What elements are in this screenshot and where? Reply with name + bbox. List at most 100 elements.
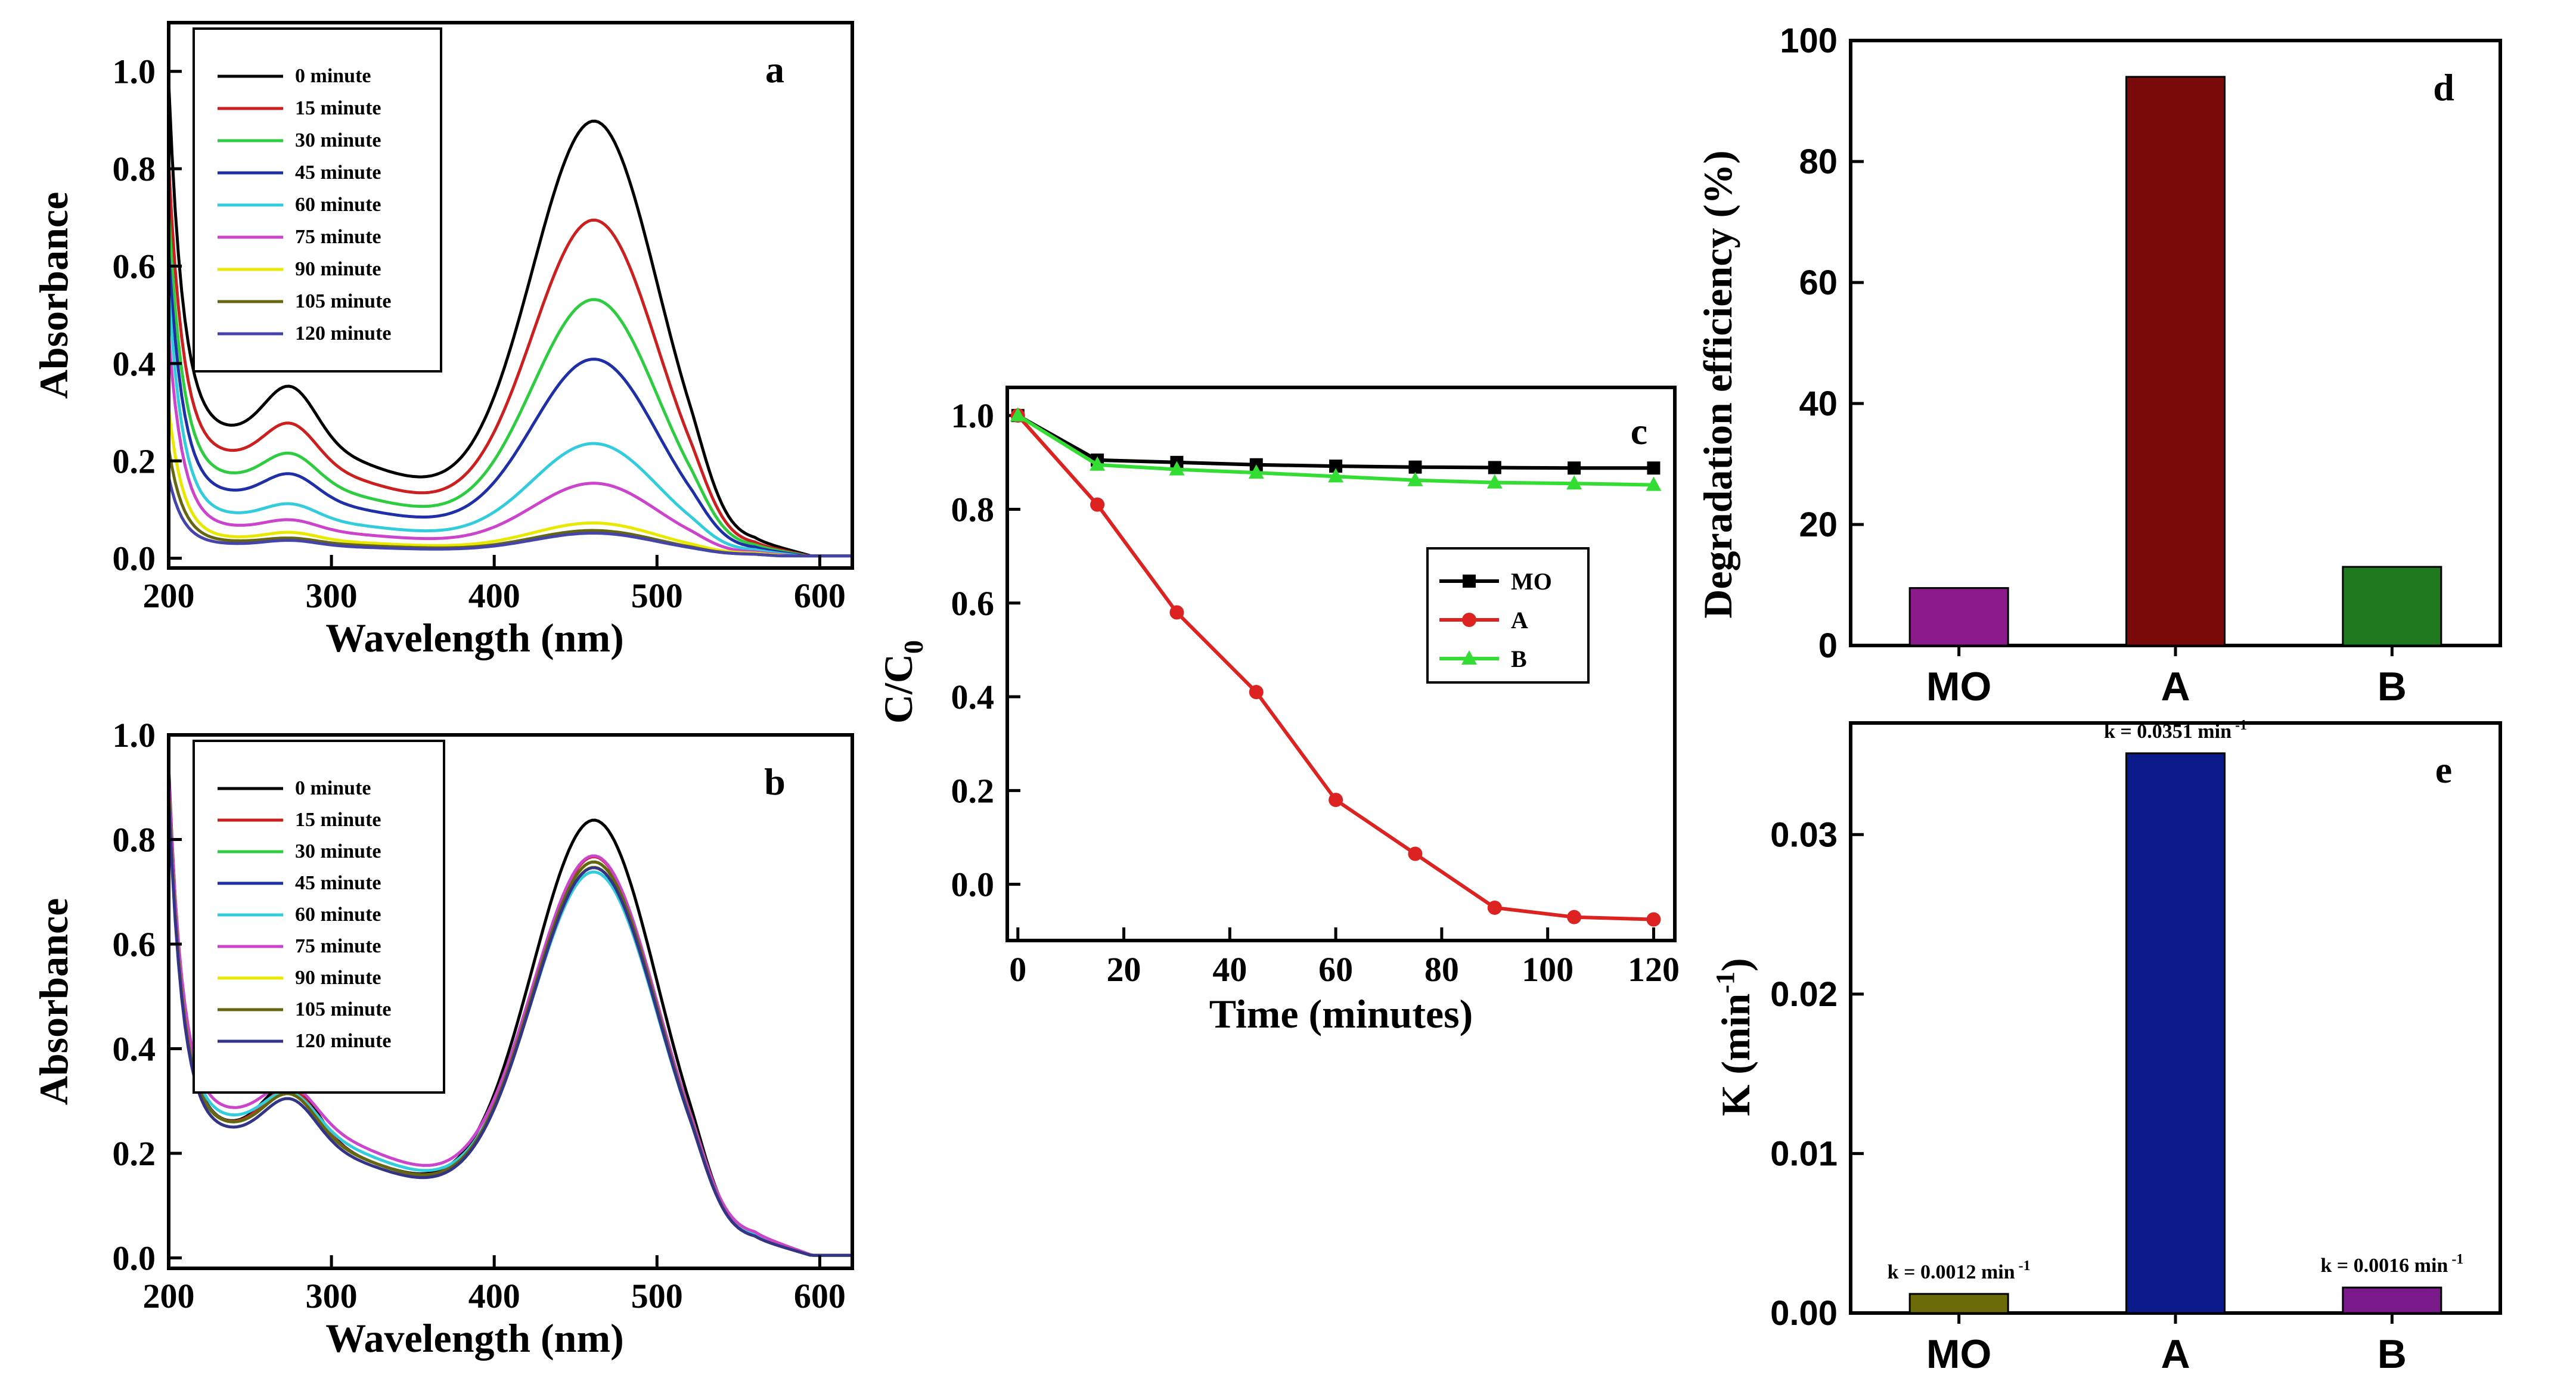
data-point <box>1568 461 1581 475</box>
data-point <box>1090 456 1106 471</box>
x-tick-label: 200 <box>143 576 195 615</box>
y-axis-label-main: K (min <box>1713 994 1758 1116</box>
y-tick-label: 100 <box>1780 21 1838 60</box>
legend-box <box>1426 547 1590 684</box>
spectrum-curve <box>167 477 852 558</box>
y-tick-label: 0.8 <box>951 490 995 529</box>
legend-label: 0 minute <box>295 65 371 87</box>
y-tick-label: 0.02 <box>1770 975 1838 1014</box>
bar-annotation: k = 0.0016 min -1 <box>2320 1252 2463 1277</box>
spectrum-curve <box>167 210 852 558</box>
spectrum-curve <box>167 797 852 1257</box>
data-point <box>1567 910 1582 924</box>
bar-a <box>2125 76 2226 647</box>
x-tick-label: 300 <box>306 576 358 615</box>
legend-marker <box>1461 650 1477 665</box>
y-tick-label: 80 <box>1799 142 1838 181</box>
data-point <box>1486 474 1503 489</box>
legend-label: 60 minute <box>295 904 381 926</box>
data-point <box>1488 461 1501 474</box>
bar-annotation: k = 0.0012 min -1 <box>1888 1258 2031 1283</box>
spectrum-curve <box>167 81 852 558</box>
x-tick-label: 200 <box>143 1277 195 1315</box>
legend-label: 0 minute <box>295 777 371 799</box>
x-tick-label: 100 <box>1522 950 1573 989</box>
legend-label: 60 minute <box>295 194 381 216</box>
y-tick-label: 60 <box>1799 263 1838 302</box>
data-point <box>1090 497 1105 512</box>
panel-d-degradation-bar-chart: MO A B 0 20 40 60 80 100 d Degradation efficiency … <box>1695 21 2502 709</box>
x-tick-label: 60 <box>1318 950 1353 989</box>
x-category-label: MO <box>1926 1332 1992 1377</box>
y-tick-label: 0.0 <box>113 539 156 578</box>
x-category-label: A <box>2161 664 2190 709</box>
data-point <box>1169 461 1185 476</box>
y-tick-label: 0.2 <box>113 1134 156 1173</box>
x-category-label: B <box>2378 1332 2407 1377</box>
x-tick-label: 400 <box>468 576 520 615</box>
bar-mo <box>1908 1293 2009 1314</box>
bar-annotation-sup: -1 <box>2015 1258 2031 1274</box>
y-tick-label: 0.0 <box>113 1239 156 1277</box>
x-tick-label: 400 <box>468 1277 520 1315</box>
plot-frame <box>167 733 854 1270</box>
y-axis-label-close: ) <box>1713 958 1758 972</box>
bar-annotation-text: k = 0.0012 min <box>1888 1261 2015 1283</box>
data-point <box>1328 468 1344 483</box>
legend-label: 30 minute <box>295 840 381 862</box>
panel-label: c <box>1631 410 1647 452</box>
bar-annotation-text: k = 0.0351 min <box>2104 721 2232 743</box>
y-axis-label: C/C0 <box>876 640 929 724</box>
x-tick-label: 600 <box>794 1277 846 1315</box>
legend-label: 15 minute <box>295 97 381 119</box>
x-category-label: MO <box>1926 664 1992 709</box>
x-tick-label: 0 <box>1009 950 1026 989</box>
x-axis-label: Time (minutes) <box>1209 991 1473 1036</box>
x-axis-label: Wavelength (nm) <box>325 615 624 660</box>
spectrum-curve <box>167 335 852 558</box>
legend-label: MO <box>1511 568 1552 595</box>
y-tick-label: 0.4 <box>113 1029 156 1068</box>
legend-box <box>193 740 445 1094</box>
y-tick-label: 1.0 <box>113 52 156 91</box>
y-tick-label: 0.6 <box>951 584 995 623</box>
y-tick-label: 0.6 <box>113 925 156 964</box>
legend-label: A <box>1511 607 1528 634</box>
bar-mo <box>1908 587 2009 647</box>
plot-frame <box>1005 386 1677 942</box>
y-tick-label: 0 <box>1818 626 1838 665</box>
panel-label: d <box>2433 66 2454 108</box>
y-tick-label: 0.6 <box>113 247 156 285</box>
y-axis-label: K (min-1) <box>1711 958 1758 1116</box>
data-point <box>1566 475 1582 490</box>
x-tick-label: 600 <box>794 576 846 615</box>
y-axis-label: Degradation efficiency (%) <box>1695 150 1740 619</box>
panel-e-rate-constant-bar-chart: MO k = 0.0012 min -1 Ak = 0.0351 min -1 Bk … <box>1711 718 2502 1377</box>
legend-label: 105 minute <box>295 998 392 1020</box>
y-tick-label: 1.0 <box>951 396 995 435</box>
x-tick-label: 300 <box>306 1277 358 1315</box>
spectrum-curve <box>167 162 852 558</box>
x-category-label: A <box>2161 1332 2190 1377</box>
y-axis-label-sup: -1 <box>1711 972 1740 994</box>
legend-label: 105 minute <box>295 290 392 312</box>
x-tick-label: 120 <box>1628 950 1680 989</box>
legend-marker <box>1462 613 1476 627</box>
y-tick-label: 0.01 <box>1770 1134 1838 1173</box>
legend-label: 15 minute <box>295 809 381 831</box>
x-tick-label: 500 <box>631 576 683 615</box>
y-tick-label: 0.03 <box>1770 815 1838 854</box>
y-tick-label: 0.8 <box>113 150 156 188</box>
y-axis-label-main: C/C <box>876 654 921 724</box>
y-tick-label: 0.8 <box>113 820 156 859</box>
legend-label: 75 minute <box>295 935 381 957</box>
legend-label: 90 minute <box>295 967 381 989</box>
legend-label: B <box>1511 645 1527 672</box>
data-point <box>1248 464 1264 479</box>
data-point <box>1408 846 1423 861</box>
y-tick-label: 20 <box>1799 505 1838 544</box>
y-axis-label: Absorbance <box>31 898 76 1106</box>
data-point <box>1646 476 1662 491</box>
bar-annotation: k = 0.0351 min -1 <box>2104 718 2247 743</box>
